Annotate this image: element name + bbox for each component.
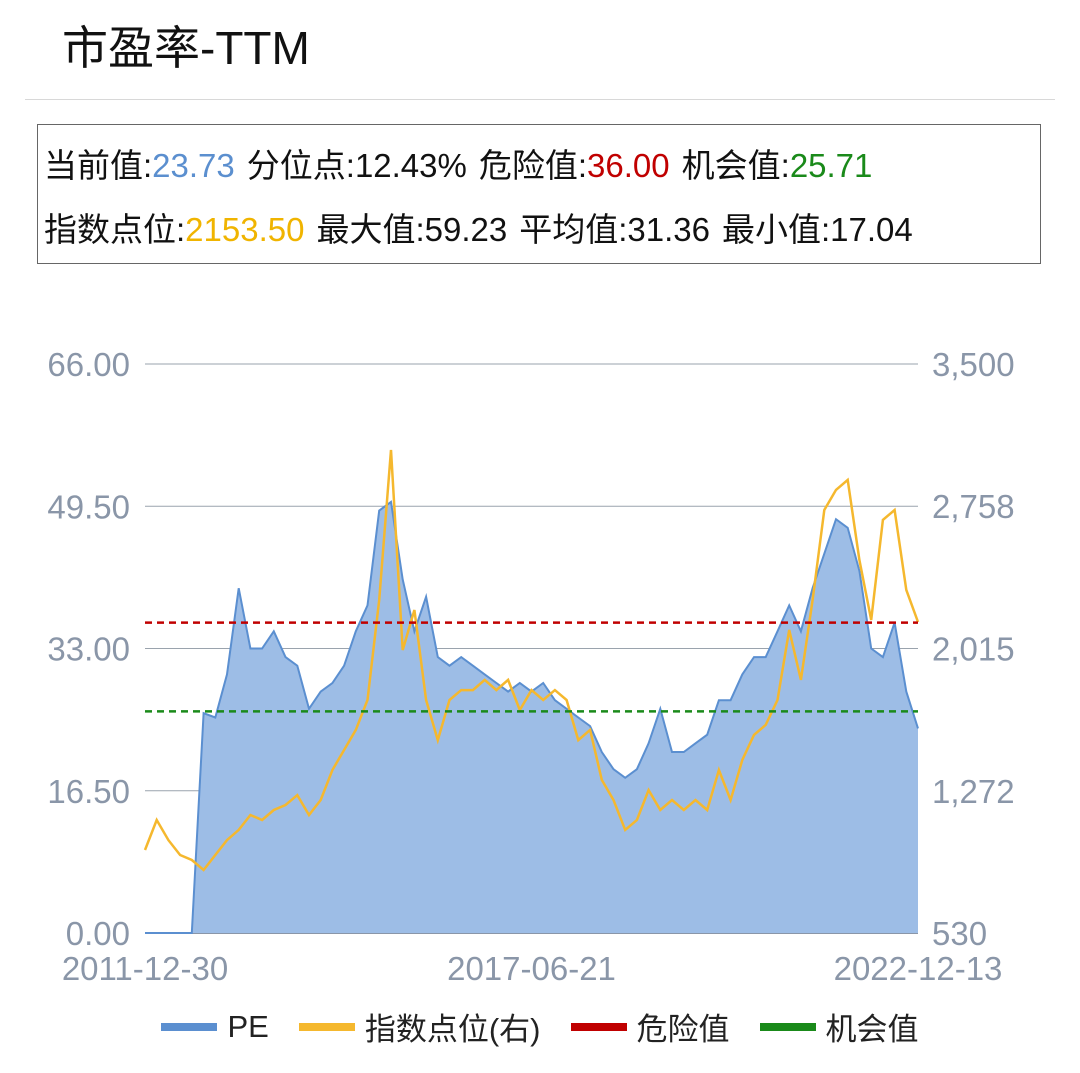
legend-swatch [298, 1022, 355, 1031]
y-tick-label: 33.00 [47, 631, 130, 668]
y2-tick-label: 2,015 [932, 631, 1015, 668]
y2-tick-label: 3,500 [932, 346, 1015, 383]
stat-value: 17.04 [830, 211, 913, 248]
legend-item: PE [161, 1004, 269, 1049]
index-line [143, 449, 920, 872]
legend-label: 危险值 [636, 1012, 730, 1047]
stat-label: 分位点: [246, 147, 355, 184]
chart: 0.00 16.50 33.00 49.50 66.00 530 1,272 2,015 2,7… [47, 346, 1015, 987]
stat-value: 59.23 [424, 211, 508, 248]
stat-label: 指数点位: [44, 211, 186, 248]
y-tick-label: 49.50 [47, 488, 130, 525]
stat-label: 危险值: [478, 147, 588, 184]
y-tick-label: 16.50 [47, 773, 130, 810]
stat-value: 12.43% [354, 147, 467, 184]
y-tick-label: 0.00 [66, 915, 130, 952]
legend-swatch [570, 1022, 627, 1031]
y2-tick-label: 1,272 [932, 773, 1015, 810]
y2-tick-label: 530 [932, 915, 987, 952]
legend: PE 指数点位(右) 危险值 机会值 [0, 1004, 1080, 1049]
legend-swatch [759, 1022, 816, 1031]
legend-label: 指数点位(右) [364, 1012, 541, 1047]
legend-swatch [161, 1022, 218, 1031]
stat-label: 当前值: [44, 147, 153, 184]
y2-tick-label: 2,758 [932, 488, 1015, 525]
y-tick-label: 66.00 [47, 346, 130, 383]
x-tick-label: 2017-06-21 [447, 950, 616, 987]
stat-value: 36.00 [587, 147, 670, 184]
stat-label: 最大值: [316, 211, 425, 248]
divider [25, 99, 1055, 100]
stat-label: 平均值: [519, 211, 628, 248]
stat-value: 2153.50 [185, 211, 305, 248]
stat-value: 31.36 [627, 211, 710, 248]
page-title: 市盈率-TTM [62, 22, 310, 74]
legend-item: 指数点位(右) [298, 1004, 541, 1049]
legend-label: PE [227, 1008, 269, 1044]
x-tick-label: 2011-12-30 [62, 950, 228, 987]
stat-value: 23.73 [152, 147, 235, 184]
legend-item: 危险值 [570, 1004, 730, 1049]
legend-label: 机会值 [825, 1012, 919, 1047]
x-tick-label: 2022-12-13 [834, 950, 1003, 987]
stat-label: 机会值: [681, 147, 790, 184]
stats-row: 指数点位:2153.50 最大值:59.23 平均值:31.36 最小值:17.04 [44, 203, 925, 251]
legend-item: 机会值 [759, 1004, 919, 1049]
stat-value: 25.71 [789, 147, 873, 184]
stats-row: 当前值:23.73 分位点:12.43% 危险值:36.00 机会值:25.71 [44, 139, 884, 187]
pe-area [145, 501, 918, 933]
stats-box: 当前值:23.73 分位点:12.43% 危险值:36.00 机会值:25.71 指数… [37, 124, 1041, 264]
stat-label: 最小值: [722, 211, 831, 248]
